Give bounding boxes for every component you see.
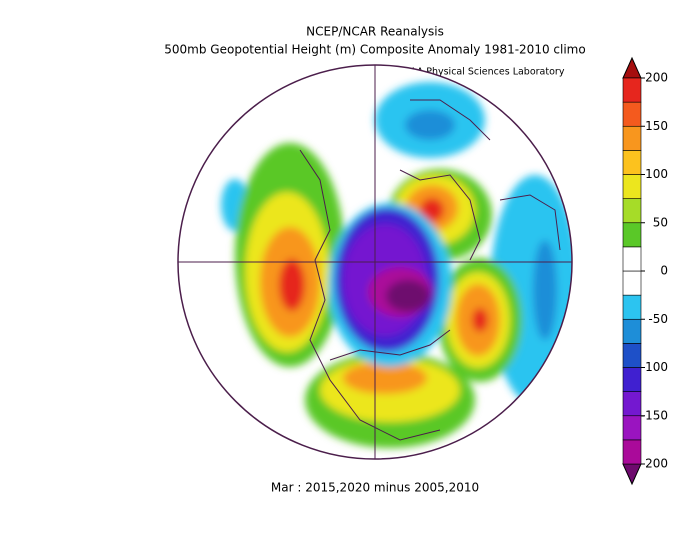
- colorbar-swatch: [622, 125, 642, 151]
- map: [178, 65, 572, 459]
- tick-label: -50: [648, 312, 668, 326]
- colorbar-arrow: [622, 463, 642, 486]
- subtitle: 500mb Geopotential Height (m) Composite …: [164, 43, 585, 57]
- tick-label: 100: [645, 167, 668, 181]
- colorbar-swatch: [622, 198, 642, 224]
- colorbar-swatch: [622, 150, 642, 175]
- colorbar-swatch: [622, 318, 642, 344]
- tick-label: -150: [641, 408, 668, 422]
- colorbar-swatch: [622, 439, 642, 465]
- colorbar-swatch: [622, 367, 642, 392]
- tick-label: -100: [641, 360, 668, 374]
- tick-label: 0: [660, 264, 668, 278]
- colorbar-swatch: [622, 391, 642, 417]
- colorbar-swatch: [622, 294, 642, 320]
- title: NCEP/NCAR Reanalysis: [306, 25, 444, 39]
- colorbar-swatch: [622, 77, 642, 103]
- tick-label: -200: [641, 457, 668, 471]
- tick-label: 150: [645, 119, 668, 133]
- colorbar-swatch: [622, 101, 642, 127]
- colorbar: 200 150 100 50 0 -50 -100 -150 -200: [622, 56, 668, 486]
- credit: NOAA Physical Sciences Laboratory: [396, 67, 565, 78]
- colorbar-swatch: [622, 222, 642, 248]
- colorbar-arrow: [622, 56, 642, 79]
- colorbar-swatch: [622, 174, 642, 199]
- map-border: [177, 64, 573, 460]
- colorbar-swatch: [622, 270, 642, 296]
- colorbar-swatch: [622, 343, 642, 368]
- tick-label: 50: [653, 215, 668, 229]
- colorbar-swatch: [622, 415, 642, 441]
- tick-label: 200: [645, 71, 668, 85]
- footer: Mar : 2015,2020 minus 2005,2010: [271, 481, 479, 495]
- colorbar-swatch: [622, 246, 642, 272]
